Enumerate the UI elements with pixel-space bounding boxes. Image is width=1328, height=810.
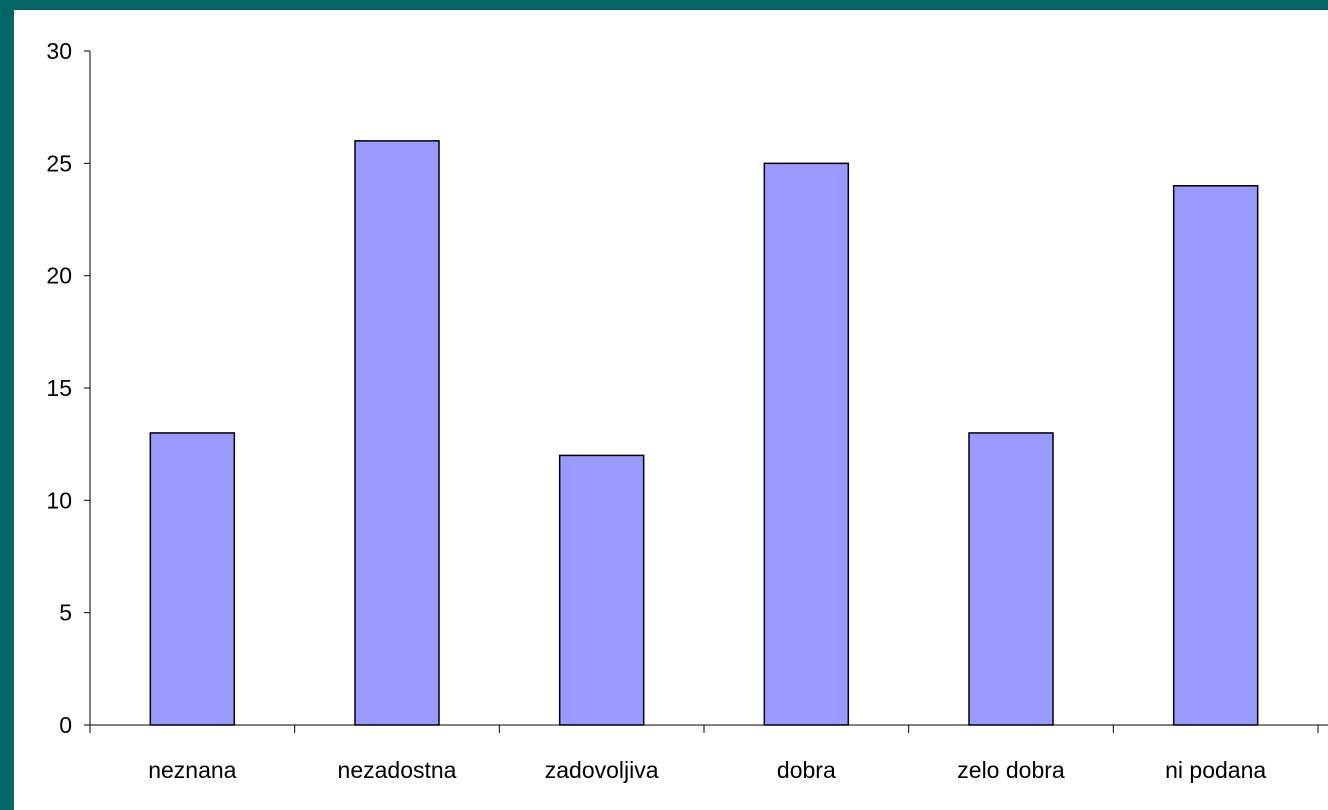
- bar-ni-podana: [1172, 185, 1259, 726]
- bar-zadovoljiva: [558, 454, 645, 726]
- y-tick-label: 10: [46, 487, 72, 513]
- x-tick-label: neznana: [148, 757, 236, 783]
- y-tick-label: 20: [46, 263, 72, 289]
- x-tick-label: nezadostna: [338, 757, 457, 783]
- x-tick-labels: neznana nezadostna zadovoljiva dobra zelo do…: [148, 757, 1266, 783]
- x-tick-label: zadovoljiva: [545, 757, 659, 783]
- bar-dobra: [763, 162, 850, 726]
- x-axis: [89, 724, 1328, 733]
- y-tick-label: 15: [46, 375, 72, 401]
- y-tick-label: 0: [59, 712, 72, 738]
- x-tick-label: ni podana: [1165, 757, 1266, 783]
- y-tick-label: 30: [46, 38, 72, 64]
- bar-neznana: [149, 432, 236, 726]
- y-tick-label: 25: [46, 150, 72, 176]
- x-tick-label: zelo dobra: [957, 757, 1065, 783]
- bar-nezadostna: [354, 140, 440, 726]
- y-tick-label: 5: [59, 600, 72, 626]
- bars: [149, 140, 1259, 726]
- y-axis: 0 5 10 15 20 25 30: [46, 38, 91, 738]
- x-tick-label: dobra: [777, 757, 836, 783]
- bar-zelo-dobra: [968, 432, 1054, 726]
